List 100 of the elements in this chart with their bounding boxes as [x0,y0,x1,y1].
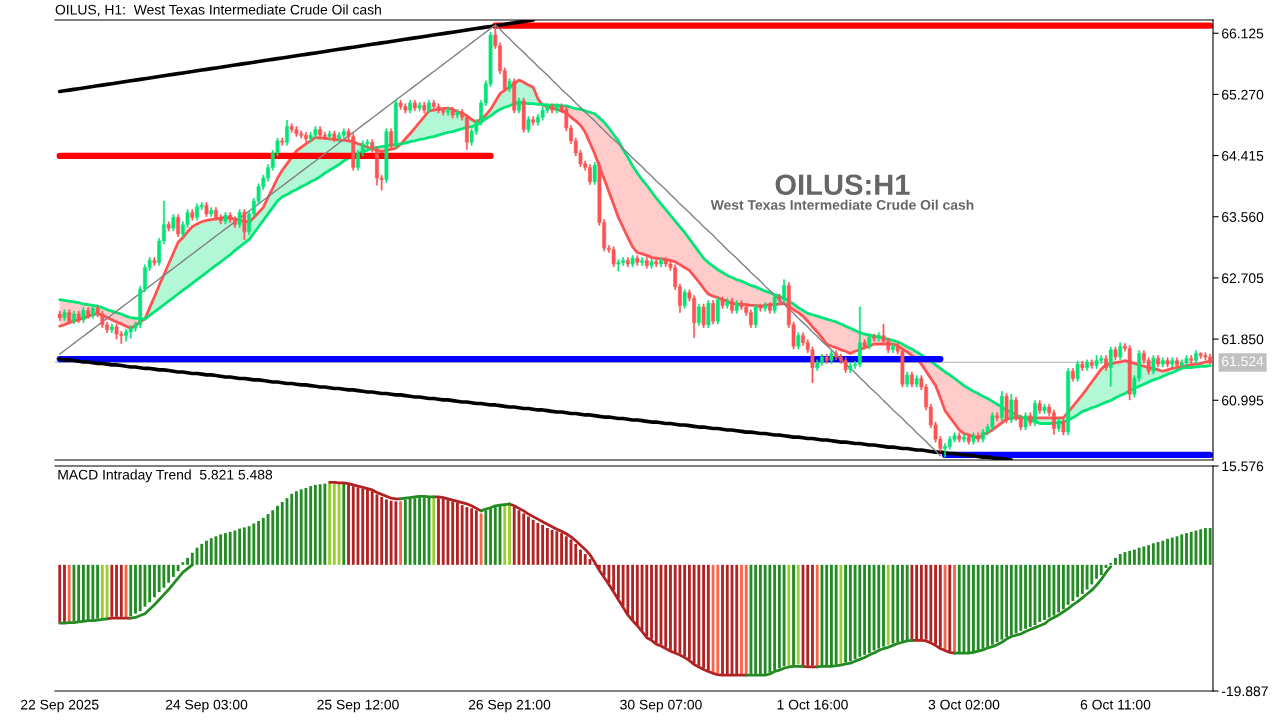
bar [1185,533,1188,565]
bar [740,564,743,674]
bar [1009,564,1013,636]
candlestick [1085,359,1089,371]
bar [91,564,95,620]
candlestick [1113,346,1118,361]
y-tick-label: 66.125 [1222,28,1264,39]
candlestick [971,432,976,445]
candlestick [1108,346,1113,387]
candlestick [1009,393,1014,424]
candlestick [389,128,394,150]
bar [1066,564,1070,605]
candlestick [1004,393,1009,424]
bar [342,483,346,565]
candlestick [701,303,706,328]
candlestick [166,221,171,232]
bar [839,564,843,664]
bar [697,564,701,666]
candlestick [455,109,460,119]
bar [1142,546,1146,565]
bar [616,564,620,599]
candlestick [1028,412,1033,426]
bar [224,533,227,565]
candlestick [905,371,910,388]
bar [1161,540,1165,565]
bar [366,489,369,565]
bar [1071,564,1075,601]
candlestick [57,310,62,321]
candlestick [332,130,337,142]
candlestick [857,306,862,368]
bar [669,564,672,650]
candlestick [1175,357,1179,369]
bar [654,564,658,643]
candlestick [848,362,853,373]
bar [1099,564,1103,575]
candlestick [81,307,86,323]
bar [844,564,848,663]
bar [115,564,118,617]
bar [503,505,507,565]
bar [361,488,365,565]
bar [129,564,133,617]
bar [990,564,994,645]
bar [938,564,942,648]
candlestick [1042,403,1047,414]
candlestick [1170,357,1175,368]
candlestick [995,412,1000,421]
candlestick [90,305,95,319]
candlestick [384,128,389,183]
candlestick [720,296,725,309]
bar [280,502,284,565]
x-tick-label: 1 Oct 16:00 [777,699,848,710]
bar [58,564,62,623]
bar [763,564,767,674]
bar [735,564,739,674]
candlestick [422,102,427,114]
bar [219,534,223,565]
candlestick [176,214,180,238]
bar [929,564,933,642]
candlestick [1189,355,1194,364]
candlestick [711,300,715,325]
bar [848,564,852,662]
bar [1166,538,1169,565]
bar [233,530,237,565]
bar [470,508,474,565]
candlestick [417,102,422,112]
bar [626,564,630,614]
bar [896,564,900,643]
bar [664,564,668,648]
candlestick [659,257,663,268]
bar [716,564,720,674]
bar [777,564,781,669]
candlestick [190,209,195,221]
candlestick [285,119,289,146]
ref-line-label: 61.524 [1222,356,1264,367]
y-tick-label: 61.850 [1222,334,1264,345]
bar [460,505,464,565]
bar [564,536,568,565]
candlestick [767,302,772,314]
candlestick [715,296,720,325]
bar [910,564,914,640]
candlestick [1118,342,1123,361]
bar [754,564,758,674]
bar [100,564,104,619]
bar [176,564,180,572]
x-tick-label: 25 Sep 12:00 [317,699,399,713]
bar [550,529,554,565]
bar [886,564,890,645]
candlestick [62,309,67,321]
bar [683,564,687,657]
candlestick [223,212,228,225]
annotation: West Texas Intermediate Crude Oil cash [710,199,974,210]
bar [645,564,649,637]
bar [290,493,294,565]
bar [181,562,185,565]
bar [432,498,436,565]
bar [276,505,279,565]
bar [479,513,483,565]
bar [299,489,303,565]
candlestick [635,255,640,266]
candlestick [242,209,247,240]
